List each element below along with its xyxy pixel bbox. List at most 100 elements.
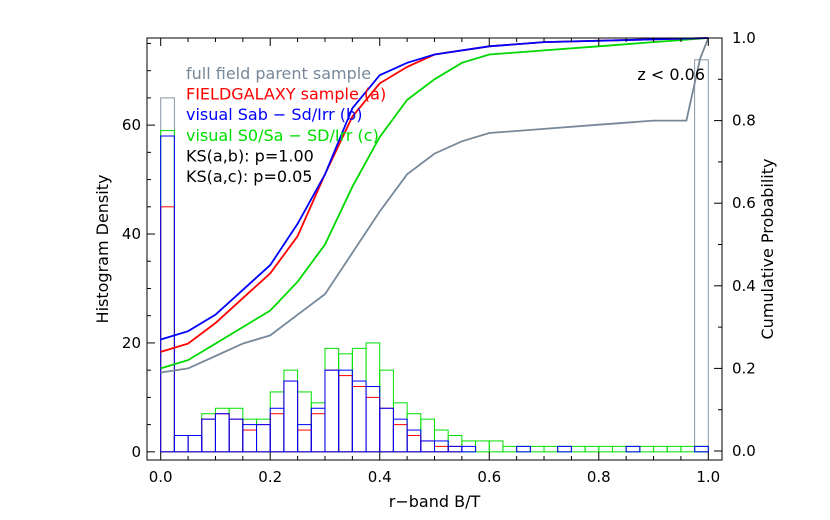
histogram-bar <box>653 445 668 453</box>
histogram-bar <box>297 429 312 453</box>
histogram-bar <box>694 59 709 453</box>
y-axis-label-left: Histogram Density <box>93 175 112 324</box>
y-tick-label-left: 0 <box>131 443 141 461</box>
histogram-bar <box>543 445 559 453</box>
histogram-bar <box>214 413 230 453</box>
y-tick-label-right: 1.0 <box>732 29 756 47</box>
histogram-bar <box>242 418 258 453</box>
histogram-bar <box>694 445 709 453</box>
histogram-bar <box>201 418 216 453</box>
histogram-bar <box>488 440 504 453</box>
y-tick-label-right: 0.2 <box>732 359 756 377</box>
histogram-bar <box>365 385 381 453</box>
histogram-bar <box>283 380 299 453</box>
histogram-bar <box>228 407 244 453</box>
histogram-bar <box>214 407 230 453</box>
histogram-bar <box>516 445 531 453</box>
histogram-bar <box>283 380 299 453</box>
histogram-bar <box>406 434 422 453</box>
y-tick-label-left: 40 <box>122 225 141 243</box>
histogram-bar <box>625 445 641 453</box>
histogram-bar <box>694 445 709 453</box>
x-tick-label: 0.2 <box>258 468 282 486</box>
histogram-bar <box>584 445 600 453</box>
cumulative-line <box>160 37 710 374</box>
histogram-bar <box>570 445 586 453</box>
legend-entry: visual S0/Sa − SD/Irr (c) <box>186 126 379 145</box>
histogram-bar <box>310 402 326 453</box>
y-axis-label-right: Cumulative Probability <box>758 159 777 340</box>
histogram-bar <box>516 445 531 453</box>
histogram-bar <box>228 418 244 453</box>
x-tick-label: 0.0 <box>149 468 173 486</box>
histogram-bar <box>242 429 258 453</box>
histogram-bar <box>187 434 203 453</box>
histogram-bar <box>392 424 408 453</box>
histogram-bar <box>160 97 175 453</box>
histogram-bar <box>324 369 340 453</box>
histogram-bar <box>228 418 244 453</box>
legend-entry: FIELDGALAXY sample (a) <box>186 85 386 104</box>
histogram-bar <box>160 130 175 453</box>
histogram-bar <box>324 369 340 453</box>
histogram-bar <box>297 391 312 453</box>
histogram-bar <box>392 418 408 453</box>
legend-entry: KS(a,b): p=1.00 <box>186 146 314 165</box>
y-tick-label-right: 0.8 <box>732 112 756 130</box>
histogram-layer <box>160 59 709 453</box>
histogram-bar <box>338 369 353 453</box>
cumulative-line <box>160 37 709 341</box>
cumulative-layer <box>160 37 710 374</box>
histogram-bar <box>420 440 435 453</box>
histogram-bar <box>502 445 518 453</box>
histogram-bar <box>557 445 572 453</box>
x-tick-label: 1.0 <box>696 468 720 486</box>
x-tick-label: 0.4 <box>368 468 392 486</box>
histogram-bar <box>201 418 216 453</box>
histogram-bar <box>406 429 422 453</box>
x-axis-label: r−band B/T <box>389 492 481 511</box>
histogram-bar <box>351 385 367 453</box>
histogram-bar <box>173 434 189 453</box>
histogram-bar <box>420 440 435 453</box>
histogram-bar <box>639 445 655 453</box>
histogram-bar <box>379 407 394 453</box>
histogram-bar <box>160 135 175 453</box>
histogram-bar <box>392 402 408 453</box>
histogram-bar <box>611 445 627 453</box>
cumulative-line <box>160 37 709 370</box>
histogram-bar <box>434 445 449 453</box>
x-tick-label: 0.8 <box>587 468 611 486</box>
histogram-bar <box>283 369 299 453</box>
histogram-bar <box>160 206 175 453</box>
histogram-bar <box>420 418 435 453</box>
legend-entry: visual Sab − Sd/Irr (b) <box>186 105 362 124</box>
y-tick-label-left: 20 <box>122 334 141 352</box>
ticks-layer: 0.0 0.2 0.4 0.6 0.8 1.0 0 20 40 60 0.0 0.2 0.4 0.6 0.8… <box>122 29 756 486</box>
histogram-bar <box>297 424 312 453</box>
histogram-bar <box>242 424 258 453</box>
histogram-bar <box>461 445 477 453</box>
histogram-bar <box>406 413 422 453</box>
y-tick-label-left: 60 <box>122 116 141 134</box>
y-tick-label-right: 0.6 <box>732 194 756 212</box>
histogram-bar <box>187 434 203 453</box>
histogram-bar <box>351 380 367 453</box>
histogram-bar <box>379 407 394 453</box>
legend-entry: full field parent sample <box>186 64 371 83</box>
legend: full field parent sample FIELDGALAXY samp… <box>186 64 386 186</box>
y-tick-label-right: 0.4 <box>732 277 756 295</box>
histogram-bar <box>173 434 189 453</box>
x-tick-label: 0.6 <box>477 468 501 486</box>
histogram-bar <box>598 445 613 453</box>
histogram-bar <box>214 413 230 453</box>
histogram-bar <box>529 445 545 453</box>
histogram-bar <box>447 434 463 453</box>
histogram-bar <box>680 445 696 453</box>
histogram-bar <box>269 413 285 453</box>
histogram-bar <box>338 353 353 453</box>
redshift-annotation: z < 0.06 <box>637 65 705 84</box>
histogram-bar <box>475 440 490 453</box>
histogram-bar <box>256 424 271 453</box>
